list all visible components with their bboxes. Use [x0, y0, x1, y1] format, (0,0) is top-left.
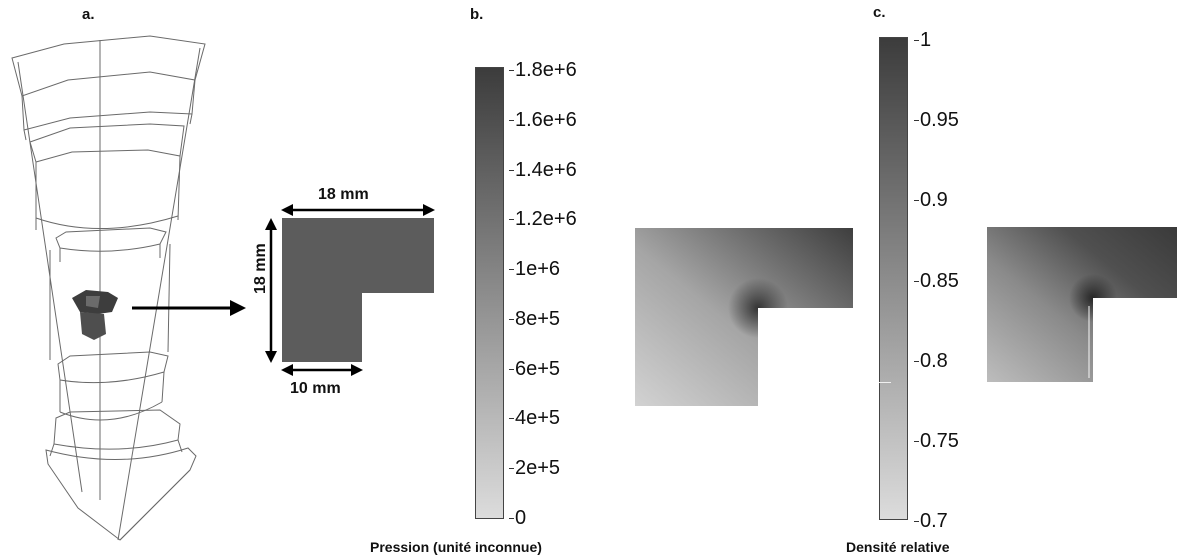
density-tick-mark	[914, 280, 919, 282]
pressure-tick-label: 0	[515, 507, 527, 529]
pressure-tick-mark	[509, 219, 514, 221]
pressure-tick-mark	[509, 468, 514, 470]
pressure-tick-mark	[509, 70, 514, 71]
pressure-tick-label: 1.4e+6	[515, 158, 577, 181]
specimen-part	[72, 290, 118, 340]
pressure-tick-mark	[509, 368, 514, 370]
die-assembly-drawing	[11, 35, 236, 541]
pressure-field-map	[635, 228, 853, 406]
pressure-tick-mark	[509, 418, 514, 420]
density-field-map	[987, 227, 1177, 382]
density-tick-label: 0.75	[920, 429, 959, 452]
pressure-tick-label: 6e+5	[515, 357, 561, 380]
pressure-tick-label: 1.8e+6	[515, 59, 577, 81]
density-colorbar-marker	[879, 382, 891, 383]
pressure-tick-mark	[509, 119, 514, 121]
density-caption: Densité relative	[846, 539, 950, 555]
density-tick-label: 0.95	[920, 109, 959, 132]
left-height-label: 18 mm	[252, 243, 269, 294]
density-tick-label: 1	[920, 29, 932, 51]
density-tick-label: 0.85	[920, 269, 959, 292]
pressure-tick-mark	[509, 518, 514, 519]
pressure-tick-label: 8e+5	[515, 307, 561, 330]
pressure-tick-mark	[509, 269, 514, 271]
panel-c-label: c.	[873, 4, 886, 21]
density-tick-mark	[914, 200, 919, 202]
panel-a-label: a.	[82, 6, 95, 23]
pressure-tick-label: 1e+6	[515, 258, 561, 281]
pressure-tick-label: 1.2e+6	[515, 208, 577, 231]
arrow-head-icon	[230, 300, 246, 316]
pressure-tick-label: 4e+5	[515, 407, 561, 430]
density-tick-mark	[914, 40, 919, 41]
pressure-caption: Pression (unité inconnue)	[370, 539, 542, 555]
pressure-tick-mark	[509, 318, 514, 320]
density-tick-label: 0.7	[920, 510, 948, 532]
top-width-label: 18 mm	[318, 186, 369, 203]
density-colorbar	[879, 37, 908, 520]
pressure-tick-label: 2e+5	[515, 457, 561, 480]
density-tick-mark	[914, 360, 919, 362]
pressure-tick-mark	[509, 169, 514, 171]
panel-b-label: b.	[470, 6, 484, 23]
density-tick-label: 0.8	[920, 349, 948, 372]
pressure-tick-label: 1.6e+6	[515, 108, 577, 131]
density-tick-label: 0.9	[920, 189, 948, 212]
bottom-width-label: 10 mm	[290, 380, 341, 397]
pressure-colorbar	[475, 67, 504, 519]
density-tick-mark	[914, 120, 919, 122]
l-section-diagram	[265, 204, 435, 376]
density-tick-mark	[914, 521, 919, 522]
density-tick-mark	[914, 440, 919, 442]
